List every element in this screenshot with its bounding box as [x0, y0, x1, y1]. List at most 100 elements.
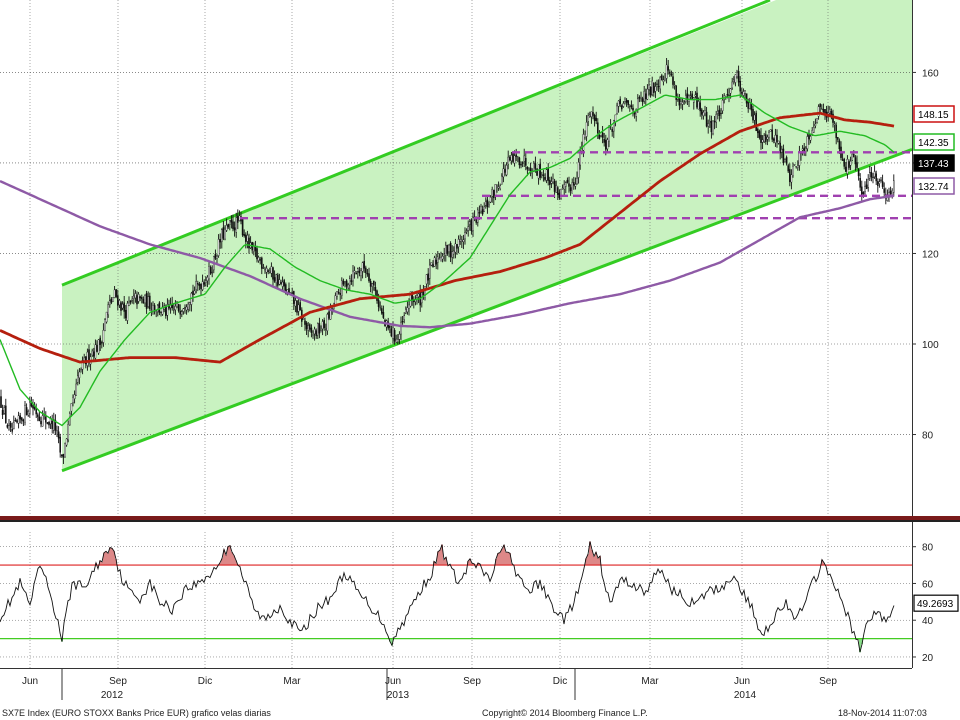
- candle-body: [107, 304, 109, 315]
- candle-body: [379, 307, 382, 309]
- last-value-label: 132.74: [918, 182, 949, 193]
- candle-body: [665, 64, 668, 79]
- candle-body: [363, 261, 366, 269]
- candle-body: [659, 77, 661, 90]
- candle-body: [203, 282, 206, 285]
- candle-body: [88, 349, 90, 362]
- candle-body: [640, 97, 642, 99]
- candle-body: [864, 186, 866, 192]
- candle-body: [673, 84, 676, 86]
- candle-body: [518, 157, 521, 166]
- candle-body: [134, 293, 137, 299]
- ma-green-line: [0, 94, 895, 427]
- candle-body: [517, 156, 519, 158]
- last-value-badge: [913, 105, 955, 123]
- candle-body: [8, 425, 10, 430]
- candle-body: [632, 107, 634, 111]
- candle-body: [595, 117, 597, 122]
- candle-body: [539, 163, 541, 178]
- candle-body: [123, 302, 125, 312]
- candle-body: [267, 270, 270, 272]
- rsi-line: [0, 541, 895, 653]
- x-month-label: Mar: [641, 676, 659, 687]
- candle-body: [472, 217, 474, 232]
- footer-timestamp: 18-Nov-2014 11:07:03: [838, 708, 927, 718]
- candle-body: [100, 342, 103, 344]
- candle-body: [712, 120, 714, 134]
- candle-body: [401, 321, 404, 323]
- candle-body: [774, 134, 777, 143]
- candle-body: [478, 212, 481, 214]
- candle-body: [528, 169, 530, 171]
- x-month-label: Jun: [22, 676, 38, 687]
- candle-body: [753, 114, 756, 121]
- candle-body: [448, 244, 450, 252]
- candle-body: [600, 134, 602, 137]
- candle-body: [571, 182, 573, 194]
- candle-body: [73, 394, 76, 400]
- candle-body: [166, 304, 169, 316]
- candle-body: [374, 287, 377, 292]
- candle-body: [281, 281, 284, 287]
- candle-body: [584, 134, 586, 138]
- candle-body: [228, 220, 231, 226]
- candle-body: [235, 217, 238, 233]
- candle-body: [574, 183, 577, 187]
- candle-body: [619, 98, 621, 104]
- candle-body: [185, 306, 188, 311]
- candle-body: [717, 110, 719, 114]
- candle-body: [507, 156, 510, 165]
- candle-body: [529, 167, 532, 172]
- candle-body: [196, 283, 199, 285]
- x-month-label: Dic: [553, 676, 567, 687]
- candle-body: [51, 421, 53, 429]
- candle-body: [713, 120, 716, 123]
- candle-body: [773, 138, 775, 141]
- candle-body: [662, 79, 665, 82]
- candle-body: [449, 242, 452, 258]
- candle-body: [550, 181, 553, 184]
- candle-body: [641, 98, 644, 102]
- candle-body: [269, 270, 271, 273]
- candle-body: [291, 292, 294, 294]
- candle-body: [776, 134, 778, 142]
- rsi-last-value-badge: [913, 594, 959, 612]
- candle-body: [709, 120, 711, 123]
- candle-body: [745, 93, 748, 104]
- candle-body: [782, 148, 785, 164]
- channel-lower-line: [61, 147, 913, 473]
- candle-body: [371, 283, 374, 287]
- candle-body: [833, 123, 836, 125]
- candle-body: [349, 278, 351, 286]
- candle-body: [625, 99, 628, 103]
- candle-body: [377, 299, 380, 307]
- candle-body: [779, 142, 781, 154]
- candle-body: [17, 415, 20, 424]
- candle-body: [145, 293, 148, 309]
- candle-body: [734, 74, 737, 83]
- candle-body: [710, 120, 713, 133]
- candle-body: [616, 105, 618, 115]
- candle-body: [139, 296, 142, 299]
- candle-body: [11, 428, 14, 432]
- candle-body: [256, 248, 258, 260]
- candle-body: [587, 115, 589, 122]
- candle-body: [585, 121, 588, 137]
- candle-body: [241, 219, 244, 236]
- candle-body: [128, 302, 130, 306]
- candle-body: [273, 277, 276, 282]
- candle-body: [870, 172, 873, 178]
- candle-body: [288, 288, 290, 293]
- candle-body: [589, 114, 591, 117]
- candle-body: [200, 284, 202, 289]
- candle-body: [843, 158, 845, 167]
- candle-body: [552, 178, 554, 183]
- x-month-label: Sep: [109, 676, 127, 687]
- candle-body: [741, 92, 743, 94]
- candle-body: [280, 281, 282, 285]
- candle-body: [443, 253, 446, 255]
- candle-body: [582, 134, 585, 151]
- candle-body: [64, 443, 66, 458]
- candle-body: [446, 245, 449, 254]
- candle-body: [560, 188, 562, 200]
